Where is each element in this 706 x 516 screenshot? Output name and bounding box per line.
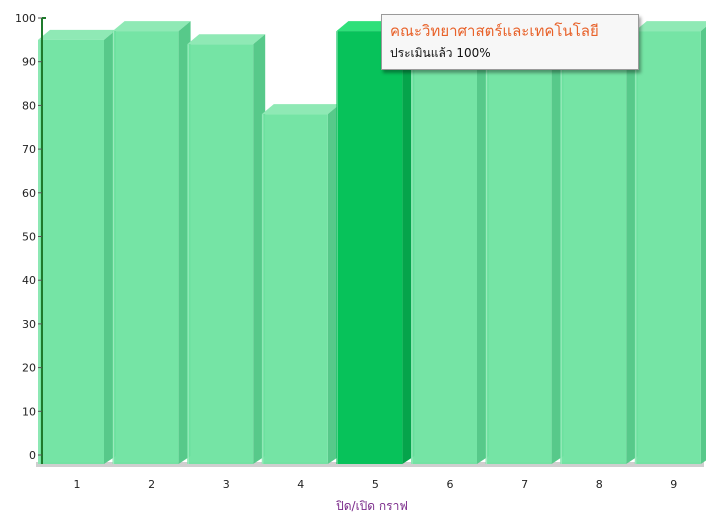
y-tick-label: 40 (22, 274, 36, 287)
x-tick-label: 6 (447, 478, 454, 491)
bar-top-face (38, 29, 116, 40)
bar-side-face (700, 26, 706, 464)
x-tick-label: 2 (148, 478, 155, 491)
bar-front-face (485, 31, 552, 465)
bar-1[interactable] (38, 29, 116, 464)
bar-front-face (411, 31, 477, 465)
x-tick-label: 5 (372, 478, 379, 491)
bar-3[interactable] (187, 34, 266, 464)
y-tick-label: 20 (22, 362, 36, 375)
tooltip: คณะวิทยาศาสตร์และเทคโนโลยี ประเมินแล้ว 1… (381, 14, 639, 70)
floor-strip (36, 462, 704, 467)
bar-front-face (560, 31, 627, 465)
y-tick-label: 90 (22, 56, 36, 69)
bar-top-face (634, 21, 706, 32)
bar-top-face (112, 21, 191, 32)
x-tick-label: 1 (74, 478, 81, 491)
y-tick-label: 80 (22, 99, 36, 112)
bar-top-face (261, 104, 340, 115)
bar-6[interactable] (411, 21, 489, 465)
y-tick-label: 0 (29, 449, 36, 462)
y-tick-label: 10 (22, 405, 36, 418)
bar-front-face (634, 31, 701, 465)
bar-4[interactable] (261, 104, 340, 464)
bar-front-face (112, 31, 179, 465)
bar-5[interactable] (336, 21, 415, 465)
bar-8[interactable] (560, 21, 639, 465)
bar-front-face (38, 39, 104, 464)
tooltip-text: ประเมินแล้ว 100% (390, 46, 491, 60)
x-tick-label: 9 (670, 478, 677, 491)
x-tick-label: 8 (596, 478, 603, 491)
x-tick-label: 3 (223, 478, 230, 491)
x-axis-title[interactable]: ปิด/เปิด กราฟ (336, 499, 408, 513)
axis-layer: 0 10 20 30 40 50 60 70 80 90 100 1 2 3 4 5 6 7 8 9 (15, 12, 677, 491)
x-tick-label: 7 (521, 478, 528, 491)
y-tick-label: 50 (22, 231, 36, 244)
bar-front-face (187, 44, 254, 464)
bar-top-face (187, 34, 266, 45)
tooltip-title: คณะวิทยาศาสตร์และเทคโนโลยี (390, 22, 599, 40)
y-tick-label: 70 (22, 143, 36, 156)
bar-9[interactable] (634, 21, 706, 465)
x-tick-label: 4 (297, 478, 304, 491)
y-tick-label: 30 (22, 318, 36, 331)
bars-layer (36, 21, 706, 467)
bar-front-face (261, 114, 328, 464)
y-tick-label: 100 (15, 12, 36, 25)
y-tick-label: 60 (22, 187, 36, 200)
bar-2[interactable] (112, 21, 191, 465)
bar-front-face (336, 31, 403, 465)
bar-7[interactable] (485, 21, 564, 465)
